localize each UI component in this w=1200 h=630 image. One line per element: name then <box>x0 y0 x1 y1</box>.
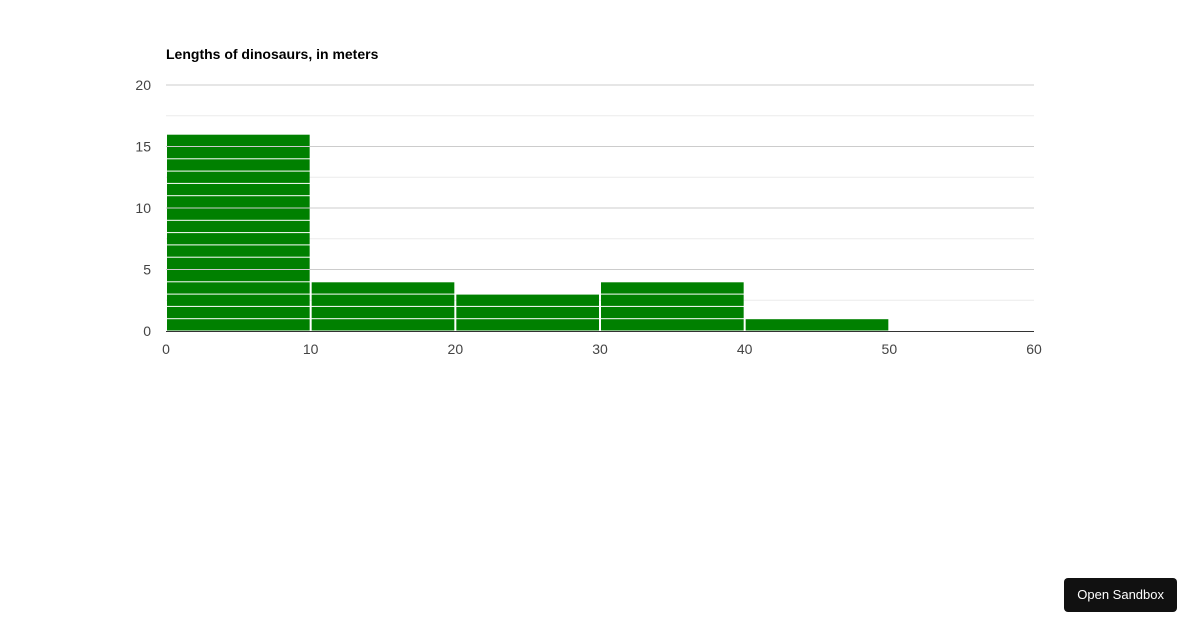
bar-unit-block <box>167 147 310 159</box>
bar-unit-block <box>745 319 889 331</box>
bar-unit-block <box>167 220 310 233</box>
chart-title: Lengths of dinosaurs, in meters <box>166 46 379 62</box>
bar-unit-block <box>167 245 310 257</box>
open-sandbox-button[interactable]: Open Sandbox <box>1064 578 1177 612</box>
bar-unit-block <box>311 306 455 319</box>
histogram-bar <box>167 134 310 331</box>
x-tick-label: 60 <box>1026 341 1042 357</box>
x-tick-label: 10 <box>303 341 319 357</box>
bar-unit-block <box>167 306 310 319</box>
bar-unit-block <box>167 233 310 245</box>
bar-unit-block <box>456 319 599 331</box>
x-axis-ticks: 0 10 20 30 40 50 60 <box>162 341 1042 357</box>
bar-unit-block <box>601 282 744 294</box>
x-tick-label: 0 <box>162 341 170 357</box>
bar-unit-block <box>167 134 310 146</box>
bar-unit-block <box>456 294 599 306</box>
histogram-bars <box>167 134 889 331</box>
bar-unit-block <box>601 294 744 306</box>
bar-unit-block <box>167 319 310 331</box>
bar-unit-block <box>167 282 310 294</box>
y-tick-label: 10 <box>135 200 151 216</box>
bar-unit-block <box>167 208 310 220</box>
x-tick-label: 30 <box>592 341 608 357</box>
y-axis-ticks: 0 5 10 15 20 <box>135 77 151 339</box>
bar-unit-block <box>167 196 310 208</box>
bar-unit-block <box>167 294 310 306</box>
x-tick-label: 40 <box>737 341 753 357</box>
bar-unit-block <box>167 171 310 183</box>
bar-unit-block <box>167 270 310 282</box>
y-tick-label: 15 <box>135 139 151 155</box>
x-tick-label: 20 <box>448 341 464 357</box>
histogram-bar <box>601 282 744 331</box>
bar-unit-block <box>311 294 455 306</box>
y-tick-label: 20 <box>135 77 151 93</box>
x-tick-label: 50 <box>882 341 898 357</box>
bar-unit-block <box>456 306 599 319</box>
bar-unit-block <box>167 257 310 269</box>
bar-unit-block <box>311 319 455 331</box>
bar-unit-block <box>601 306 744 319</box>
gridlines <box>166 84 1034 301</box>
bar-unit-block <box>601 319 744 331</box>
bar-unit-block <box>167 159 310 171</box>
bar-unit-block <box>167 183 310 196</box>
y-tick-label: 0 <box>143 323 151 339</box>
histogram-bar <box>456 294 599 331</box>
bar-unit-block <box>311 282 455 294</box>
histogram-bar <box>745 319 889 331</box>
y-tick-label: 5 <box>143 262 151 278</box>
histogram-bar <box>311 282 455 331</box>
